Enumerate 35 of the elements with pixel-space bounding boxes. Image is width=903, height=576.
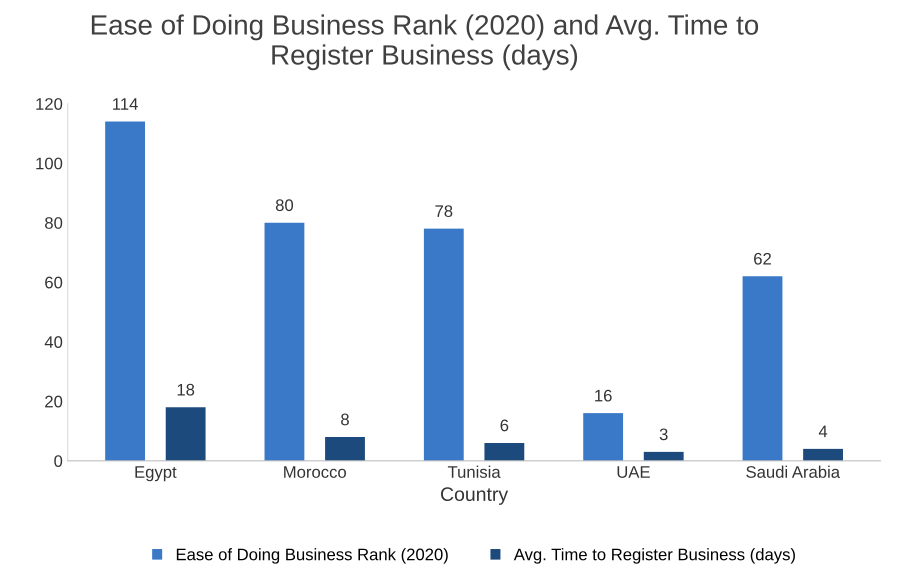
bar — [742, 276, 782, 461]
chart-title: Ease of Doing Business Rank (2020) and Avg. Time to Register Business (days) — [92, 14, 758, 70]
legend-label: Ease of Doing Business Rank (2020) — [176, 548, 448, 564]
x-tick-label: UAE — [618, 466, 650, 478]
data-label: 62 — [754, 252, 771, 265]
data-label: 16 — [595, 390, 612, 402]
x-tick-label: Egypt — [135, 466, 177, 482]
bar — [105, 122, 146, 461]
data-label: 3 — [660, 428, 668, 440]
data-label: 114 — [113, 98, 138, 110]
data-label: 78 — [435, 205, 452, 218]
bar — [264, 222, 304, 461]
y-tick-label: 120 — [36, 98, 62, 110]
data-label: 8 — [341, 414, 349, 426]
y-tick-label: 40 — [44, 336, 62, 348]
y-tick-label: 80 — [45, 217, 62, 229]
y-tick-label: 100 — [36, 158, 62, 170]
bar — [424, 228, 464, 461]
bar — [325, 436, 365, 461]
data-label: 4 — [818, 426, 828, 438]
bar — [803, 448, 843, 461]
y-tick-label: 0 — [54, 455, 62, 468]
x-axis-title: Country — [441, 487, 508, 505]
x-tick-label: Tunisia — [448, 466, 501, 478]
legend-label: Avg. Time to Register Business (days) — [514, 548, 795, 564]
data-label: 80 — [276, 199, 294, 212]
data-label: 6 — [500, 420, 508, 432]
bar — [484, 442, 524, 461]
y-tick-label: 60 — [45, 276, 62, 288]
y-tick-label: 20 — [45, 396, 62, 408]
x-tick-label: Morocco — [284, 466, 346, 478]
bar — [166, 407, 206, 461]
x-tick-label: Saudi Arabia — [746, 466, 840, 478]
data-label: 18 — [178, 384, 194, 396]
bar — [583, 413, 624, 461]
